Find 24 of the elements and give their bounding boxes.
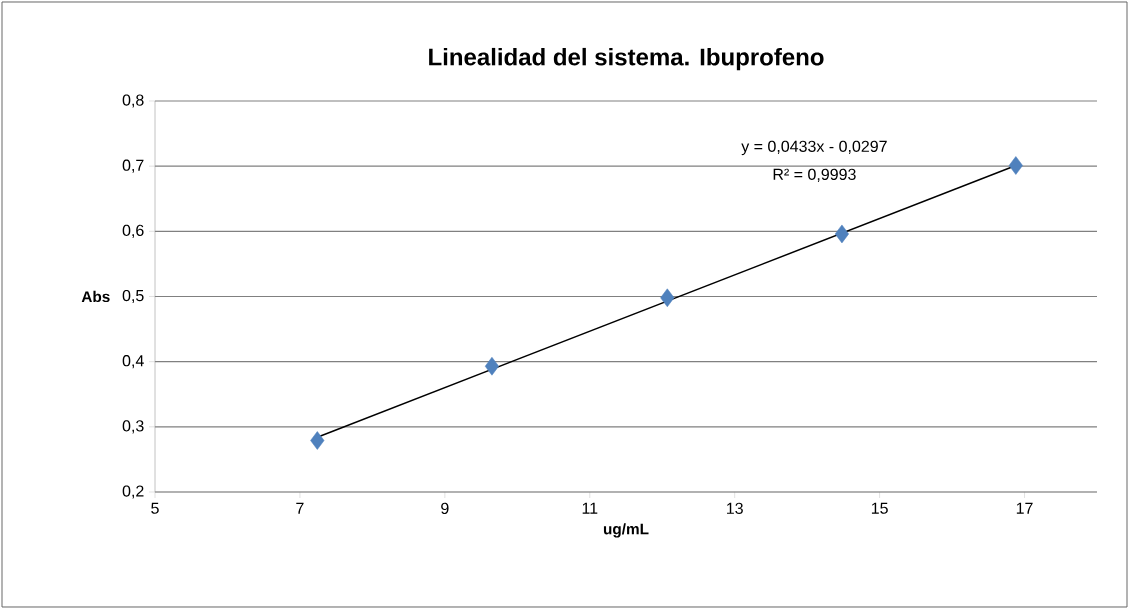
x-tick-label: 7 <box>296 502 304 514</box>
y-tick-label: 0,6 <box>122 224 144 238</box>
y-tick-label: 0,7 <box>122 159 144 173</box>
x-tick-label: 13 <box>727 502 743 515</box>
y-tick-label: 0,5 <box>122 289 144 304</box>
x-tick-label: 5 <box>151 502 159 514</box>
point <box>834 224 849 244</box>
y-tick-label: 0,8 <box>122 94 144 108</box>
y-axis-title: Abs <box>81 290 110 303</box>
x-tick-label: 9 <box>441 502 449 515</box>
point <box>660 288 675 308</box>
point <box>1008 156 1023 175</box>
x-tick-label: 17 <box>1016 502 1033 514</box>
y-tick-label: 0,4 <box>122 355 144 369</box>
point <box>310 431 325 450</box>
point <box>484 356 499 376</box>
x-tick-label: 11 <box>582 502 598 514</box>
y-tick-label: 0,2 <box>122 485 144 499</box>
x-axis-title: ug/mL <box>603 523 649 538</box>
y-tick-label: 0,3 <box>122 420 144 434</box>
annotation: y = 0,0433x - 0,0297 <box>741 140 887 156</box>
chart-title: Linealidad del sistema. Ibuprofeno <box>429 47 824 71</box>
annotation: R² = 0,9993 <box>773 168 856 182</box>
x-tick-label: 15 <box>871 502 888 514</box>
